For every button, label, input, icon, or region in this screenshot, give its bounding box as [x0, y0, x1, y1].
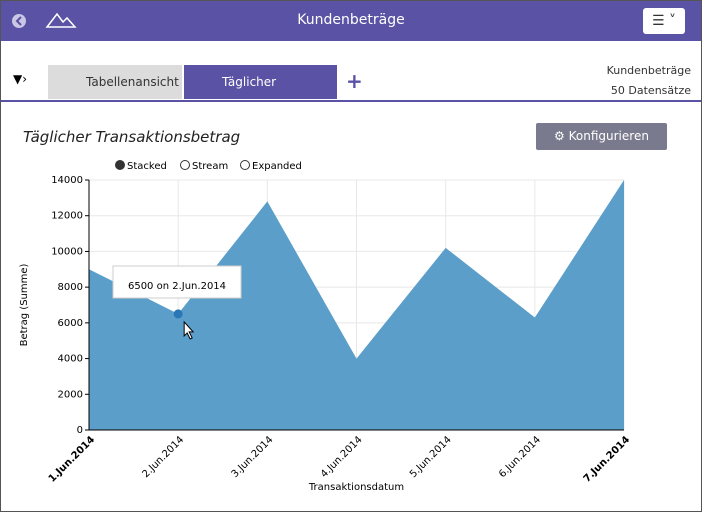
- app-title: Kundenbeträge: [297, 12, 405, 28]
- button-label: Konfigurieren: [568, 129, 649, 143]
- tab-bar: ▼› Tabellenansicht Täglicher Transakt...…: [1, 41, 701, 123]
- filter-icon[interactable]: ▼›: [13, 72, 28, 86]
- y-tick-label: 6000: [58, 318, 83, 329]
- y-tick-label: 14000: [51, 175, 83, 186]
- panel-title: Täglicher Transaktionsbetrag: [23, 128, 241, 146]
- area: [89, 180, 624, 430]
- tab[interactable]: Tabellenansicht: [48, 65, 182, 99]
- x-tick-label: 7.Jun.2014: [582, 434, 632, 484]
- y-tick-label: 10000: [51, 246, 83, 257]
- y-tick-label: 8000: [58, 282, 83, 293]
- y-tick-label: 4000: [58, 354, 83, 365]
- cursor: [183, 320, 195, 340]
- y-tick-label: 12000: [51, 211, 83, 222]
- records: 50 Datensätze: [610, 84, 691, 97]
- tab-active[interactable]: Täglicher Transakt...: [184, 65, 337, 123]
- chart: Stacked Stream Expanded 0 2000 4000 6000 8000 10…: [19, 160, 632, 493]
- x-tick-label: 2.Jun.2014: [140, 434, 186, 480]
- x-tick-label: 1.Jun.2014: [47, 434, 97, 484]
- top-bar: Kundenbeträge ☰ ˅: [1, 1, 701, 41]
- radio: [115, 160, 125, 170]
- add-tab[interactable]: +: [346, 69, 363, 93]
- radio: [240, 160, 250, 170]
- y-axis-label: Betrag (Summe): [19, 263, 30, 346]
- info: Kundenbeträge 50 Datensätze: [607, 61, 691, 101]
- radio-label: Stacked: [127, 161, 167, 172]
- logo: [12, 12, 77, 28]
- x-tick-label: 3.Jun.2014: [230, 434, 276, 480]
- x-tick-label: 5.Jun.2014: [408, 434, 454, 480]
- hover-point: [173, 309, 183, 319]
- x-tick-label: 4.Jun.2014: [319, 434, 365, 480]
- configure-button[interactable]: ⚙ Konfigurieren: [536, 123, 667, 150]
- x-tick-label: 6.Jun.2014: [497, 434, 543, 480]
- radio: [180, 160, 190, 170]
- menu-button[interactable]: ☰ ˅: [643, 8, 685, 34]
- radio-label: Expanded: [252, 161, 302, 172]
- tooltip-text: 6500 on 2.Jun.2014: [128, 281, 226, 292]
- source: Kundenbeträge: [606, 64, 691, 77]
- radio-label: Stream: [192, 161, 228, 172]
- x-axis-label: Transaktionsdatum: [308, 482, 404, 493]
- tooltip: [112, 265, 242, 299]
- y-tick-label: 0: [77, 425, 83, 436]
- y-tick-label: 2000: [58, 389, 83, 400]
